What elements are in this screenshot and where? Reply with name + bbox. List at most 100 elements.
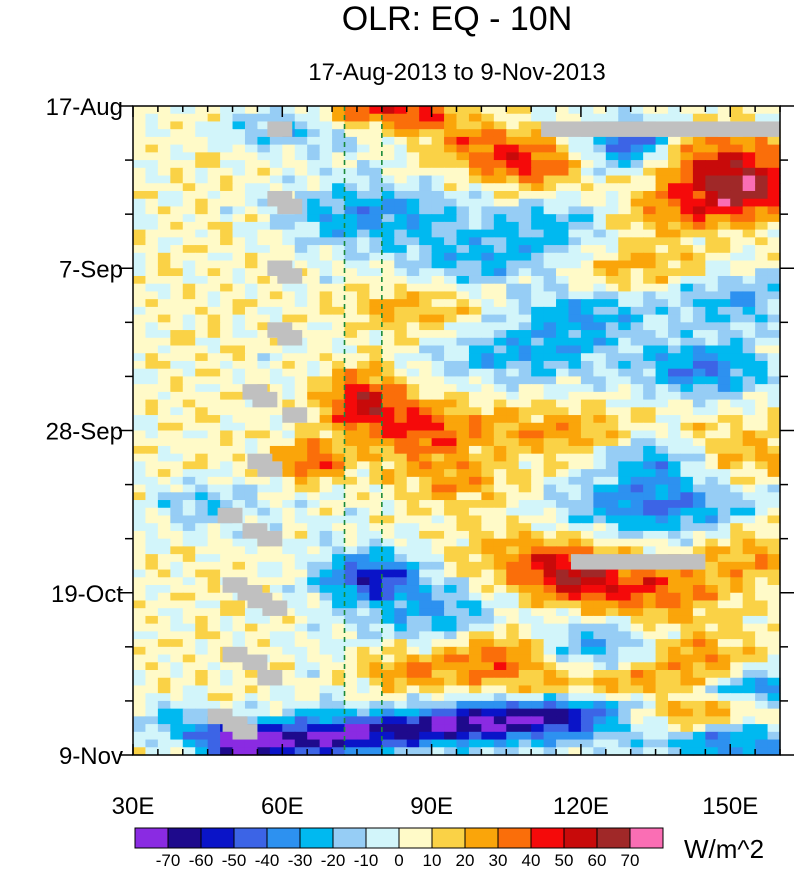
heat-cell xyxy=(618,415,632,424)
heat-cell xyxy=(195,415,209,424)
heat-cell xyxy=(580,523,594,532)
heat-cell xyxy=(692,198,706,208)
heat-cell xyxy=(493,747,507,756)
heat-cell xyxy=(207,245,221,254)
heat-cell xyxy=(605,376,619,385)
heat-cell xyxy=(294,430,308,439)
heat-cell xyxy=(481,700,495,710)
heat-cell xyxy=(468,275,482,285)
heat-cell xyxy=(419,245,433,254)
heat-cell xyxy=(655,453,669,463)
heat-cell xyxy=(244,716,259,725)
heat-cell xyxy=(394,438,408,447)
heat-cell xyxy=(133,561,147,571)
heat-cell xyxy=(605,299,619,308)
heat-cell xyxy=(369,376,383,385)
heat-cell xyxy=(369,438,383,447)
heat-cell xyxy=(344,229,358,238)
heat-cell xyxy=(207,662,221,671)
heat-cell xyxy=(618,523,632,532)
heat-cell xyxy=(755,136,769,146)
heat-cell xyxy=(692,113,706,123)
heat-cell xyxy=(543,608,557,617)
heat-cell xyxy=(755,700,769,710)
x-tick-label: 120E xyxy=(553,793,609,820)
heat-cell xyxy=(468,430,482,439)
heat-cell xyxy=(257,445,271,455)
heat-cell xyxy=(493,577,507,586)
heat-cell xyxy=(220,198,234,208)
heat-cell xyxy=(307,252,321,262)
heat-cell xyxy=(668,190,682,200)
heat-cell xyxy=(655,484,669,493)
heat-cell xyxy=(742,422,756,432)
heat-cell xyxy=(257,353,271,362)
heat-cell xyxy=(419,639,433,648)
heat-cell xyxy=(531,615,545,625)
heat-cell xyxy=(481,198,495,208)
heat-cell xyxy=(518,731,532,741)
heat-cell xyxy=(344,646,358,656)
heat-cell xyxy=(767,391,781,401)
heat-cell xyxy=(431,160,445,169)
heat-cell xyxy=(618,747,632,756)
heat-cell xyxy=(568,523,582,532)
heat-cell xyxy=(332,167,346,177)
heat-cell xyxy=(717,469,731,478)
heat-cell xyxy=(207,592,221,602)
heat-cell xyxy=(456,600,470,609)
heat-cell xyxy=(431,507,445,517)
heat-cell xyxy=(294,615,308,625)
heat-cell xyxy=(182,677,196,687)
heat-cell xyxy=(468,693,482,702)
heat-cell xyxy=(369,384,383,393)
heat-cell xyxy=(257,693,271,702)
heat-cell xyxy=(381,322,395,331)
heat-cell xyxy=(182,268,196,277)
heat-cell xyxy=(605,592,619,602)
heat-cell xyxy=(755,615,769,625)
heat-cell xyxy=(170,283,184,293)
heat-cell xyxy=(481,631,495,640)
heat-cell xyxy=(133,167,147,177)
heat-cell xyxy=(468,314,482,323)
heat-cell xyxy=(556,229,570,238)
heat-cell xyxy=(257,507,271,517)
heat-cell xyxy=(705,430,719,439)
heat-cell xyxy=(506,129,520,138)
heat-cell xyxy=(332,368,346,378)
heat-cell xyxy=(580,662,594,671)
heat-cell xyxy=(157,415,171,424)
heat-cell xyxy=(543,515,557,524)
heat-cell xyxy=(381,654,395,663)
heat-cell xyxy=(444,384,458,393)
heat-cell xyxy=(307,546,321,555)
heat-cell xyxy=(294,113,308,123)
heat-cell xyxy=(170,577,184,586)
heat-cell xyxy=(145,677,159,687)
heat-cell xyxy=(531,623,545,632)
heat-cell xyxy=(680,260,694,269)
heat-cell xyxy=(705,291,719,300)
heat-cell xyxy=(182,360,196,370)
heat-cell xyxy=(207,221,221,231)
heat-cell xyxy=(406,384,420,393)
heat-cell xyxy=(344,639,358,648)
heat-cell xyxy=(170,615,184,625)
heat-cell xyxy=(182,330,196,339)
heat-cell xyxy=(518,530,532,540)
heat-cell xyxy=(431,214,445,223)
heat-cell xyxy=(195,716,209,725)
heat-cell xyxy=(269,724,283,733)
heat-cell xyxy=(332,144,346,153)
heat-cell xyxy=(481,299,495,308)
heat-cell xyxy=(133,523,147,532)
heat-cell xyxy=(618,221,632,231)
heat-cell xyxy=(767,167,781,177)
heat-cell xyxy=(207,453,221,463)
heat-cell xyxy=(145,554,159,563)
heat-cell xyxy=(269,646,283,656)
heat-cell xyxy=(717,585,731,594)
heat-cell xyxy=(468,190,482,200)
heat-cell xyxy=(493,677,507,687)
